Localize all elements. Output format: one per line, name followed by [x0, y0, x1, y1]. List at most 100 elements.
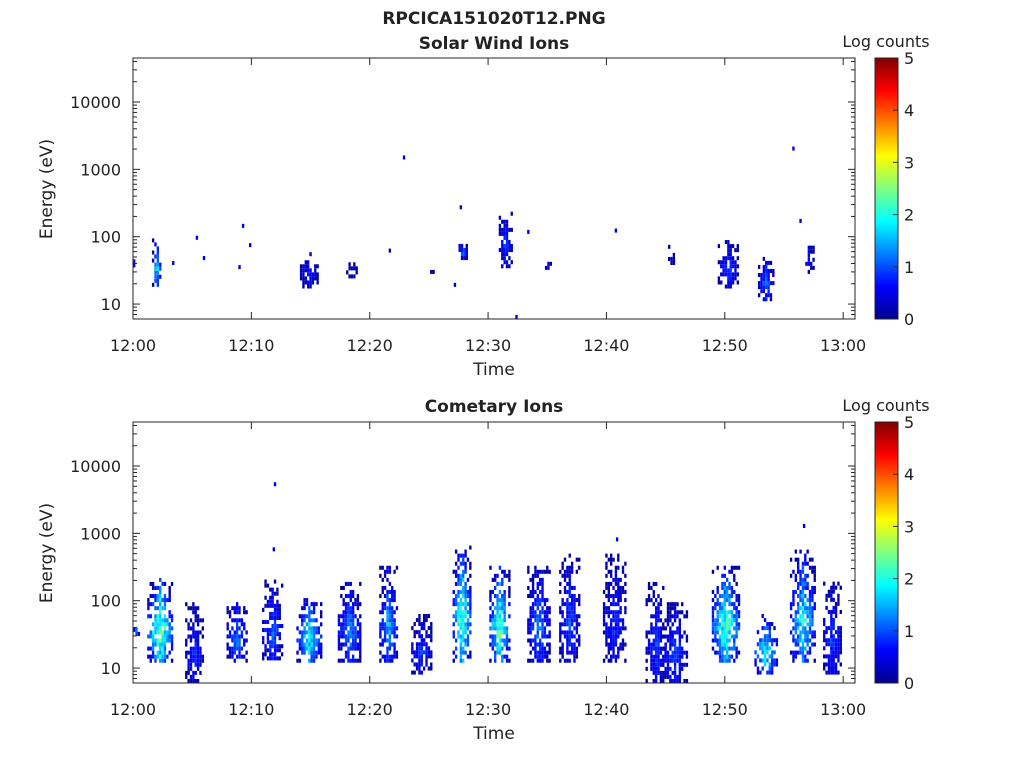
spectrogram-cell: [546, 606, 549, 611]
spectrogram-cell: [303, 634, 306, 639]
spectrogram-cell: [730, 614, 734, 619]
spectrogram-cell: [607, 634, 610, 639]
spectrogram-cell: [276, 656, 279, 661]
spectrogram-cell: [199, 670, 202, 675]
spectrogram-cell: [154, 254, 157, 259]
spectrogram-cell: [536, 594, 539, 599]
spectrogram-cell: [811, 565, 814, 570]
spectrogram-cell: [548, 610, 551, 615]
spectrogram-cell: [676, 646, 679, 651]
spectrogram-cell: [619, 577, 622, 582]
spectrogram-cell: [619, 646, 622, 651]
spectrogram-cell: [529, 642, 532, 647]
spectrogram-cell: [541, 622, 544, 627]
spectrogram-cell: [194, 678, 197, 683]
spectrogram-cell: [664, 670, 667, 675]
spectrogram-cell: [830, 642, 833, 647]
spectrogram-cell: [505, 219, 509, 224]
spectrogram-cell: [830, 650, 833, 655]
spectrogram-cell: [797, 581, 800, 586]
x-tick-label: 12:40: [583, 336, 629, 355]
spectrogram-cell: [761, 626, 764, 631]
spectrogram-cell: [813, 602, 816, 607]
spectrogram-cell: [422, 618, 426, 623]
spectrogram-cell: [664, 646, 667, 651]
spectrogram-cell: [264, 652, 267, 657]
spectrogram-cell: [666, 674, 670, 679]
spectrogram-cell: [541, 581, 544, 586]
spectrogram-cell: [156, 638, 160, 643]
spectrogram-cell: [575, 614, 579, 619]
spectrogram-cell: [717, 280, 721, 285]
spectrogram-cell: [728, 618, 731, 623]
spectrogram-cell: [724, 268, 728, 273]
spectrogram-cell: [466, 626, 470, 631]
spectrogram-cell: [801, 589, 805, 595]
spectrogram-cell: [272, 547, 276, 552]
spectrogram-cell: [607, 642, 610, 647]
spectrogram-cell: [541, 610, 544, 615]
spectrogram-cell: [422, 642, 426, 647]
spectrogram-cell: [266, 636, 270, 641]
spectrogram-cell: [652, 590, 655, 595]
spectrogram-cell: [276, 599, 279, 604]
spectrogram-cell: [359, 622, 362, 627]
spectrogram-cell: [159, 577, 162, 582]
spectrogram-cell: [650, 598, 653, 603]
spectrogram-cell: [624, 598, 627, 603]
spectrogram-cell: [834, 654, 838, 659]
spectrogram-cell: [757, 293, 761, 298]
colorbar-tick-label: 5: [904, 413, 914, 432]
spectrogram-cell: [459, 626, 463, 631]
x-tick-label: 12:50: [702, 336, 748, 355]
spectrogram-cell: [759, 658, 762, 663]
spectrogram-cell: [711, 646, 715, 651]
spectrogram-cell: [728, 658, 731, 663]
spectrogram-cell: [238, 265, 241, 270]
spectrogram-cell: [837, 642, 840, 647]
spectrogram-cell: [619, 610, 622, 615]
spectrogram-cell: [308, 646, 311, 651]
spectrogram-cell: [575, 654, 579, 659]
spectrogram-cell: [168, 626, 171, 631]
spectrogram-cell: [834, 662, 838, 667]
spectrogram-cell: [240, 654, 244, 659]
spectrogram-cell: [609, 622, 613, 627]
spectrogram-cell: [489, 634, 492, 639]
spectrogram-cell: [669, 678, 672, 683]
spectrogram-cell: [508, 569, 511, 574]
spectrogram-cell: [498, 581, 502, 586]
spectrogram-cell: [312, 618, 316, 623]
spectrogram-cell: [496, 650, 499, 655]
spectrogram-cell: [459, 602, 463, 607]
spectrogram-cell: [344, 594, 348, 599]
spectrogram-cell: [273, 652, 277, 657]
spectrogram-cell: [548, 630, 551, 635]
spectrogram-cell: [731, 244, 735, 249]
spectrogram-cell: [317, 638, 321, 643]
spectrogram-cell: [802, 523, 806, 529]
spectrogram-cell: [391, 622, 394, 627]
spectrogram-cell: [459, 598, 463, 603]
spectrogram-cell: [228, 630, 232, 635]
spectrogram-cell: [839, 646, 842, 651]
spectrogram-cell: [151, 594, 155, 599]
spectrogram-cell: [503, 594, 506, 599]
spectrogram-cell: [548, 642, 551, 647]
spectrogram-cell: [794, 650, 798, 655]
spectrogram-cell: [541, 634, 544, 639]
spectrogram-cell: [156, 254, 160, 259]
spectrogram-cell: [228, 634, 232, 639]
spectrogram-cell: [763, 642, 767, 647]
x-axis-label: Time: [472, 724, 515, 744]
spectrogram-cell: [278, 615, 281, 620]
spectrogram-cell: [807, 253, 811, 258]
spectrogram-cell: [811, 614, 814, 619]
spectrogram-cell: [681, 646, 684, 651]
spectrogram-cell: [310, 610, 313, 615]
spectrogram-cell: [578, 614, 581, 619]
spectrogram-cell: [498, 565, 502, 570]
spectrogram-cell: [721, 594, 724, 599]
spectrogram-cell: [466, 618, 470, 623]
spectrogram-cell: [676, 602, 679, 607]
